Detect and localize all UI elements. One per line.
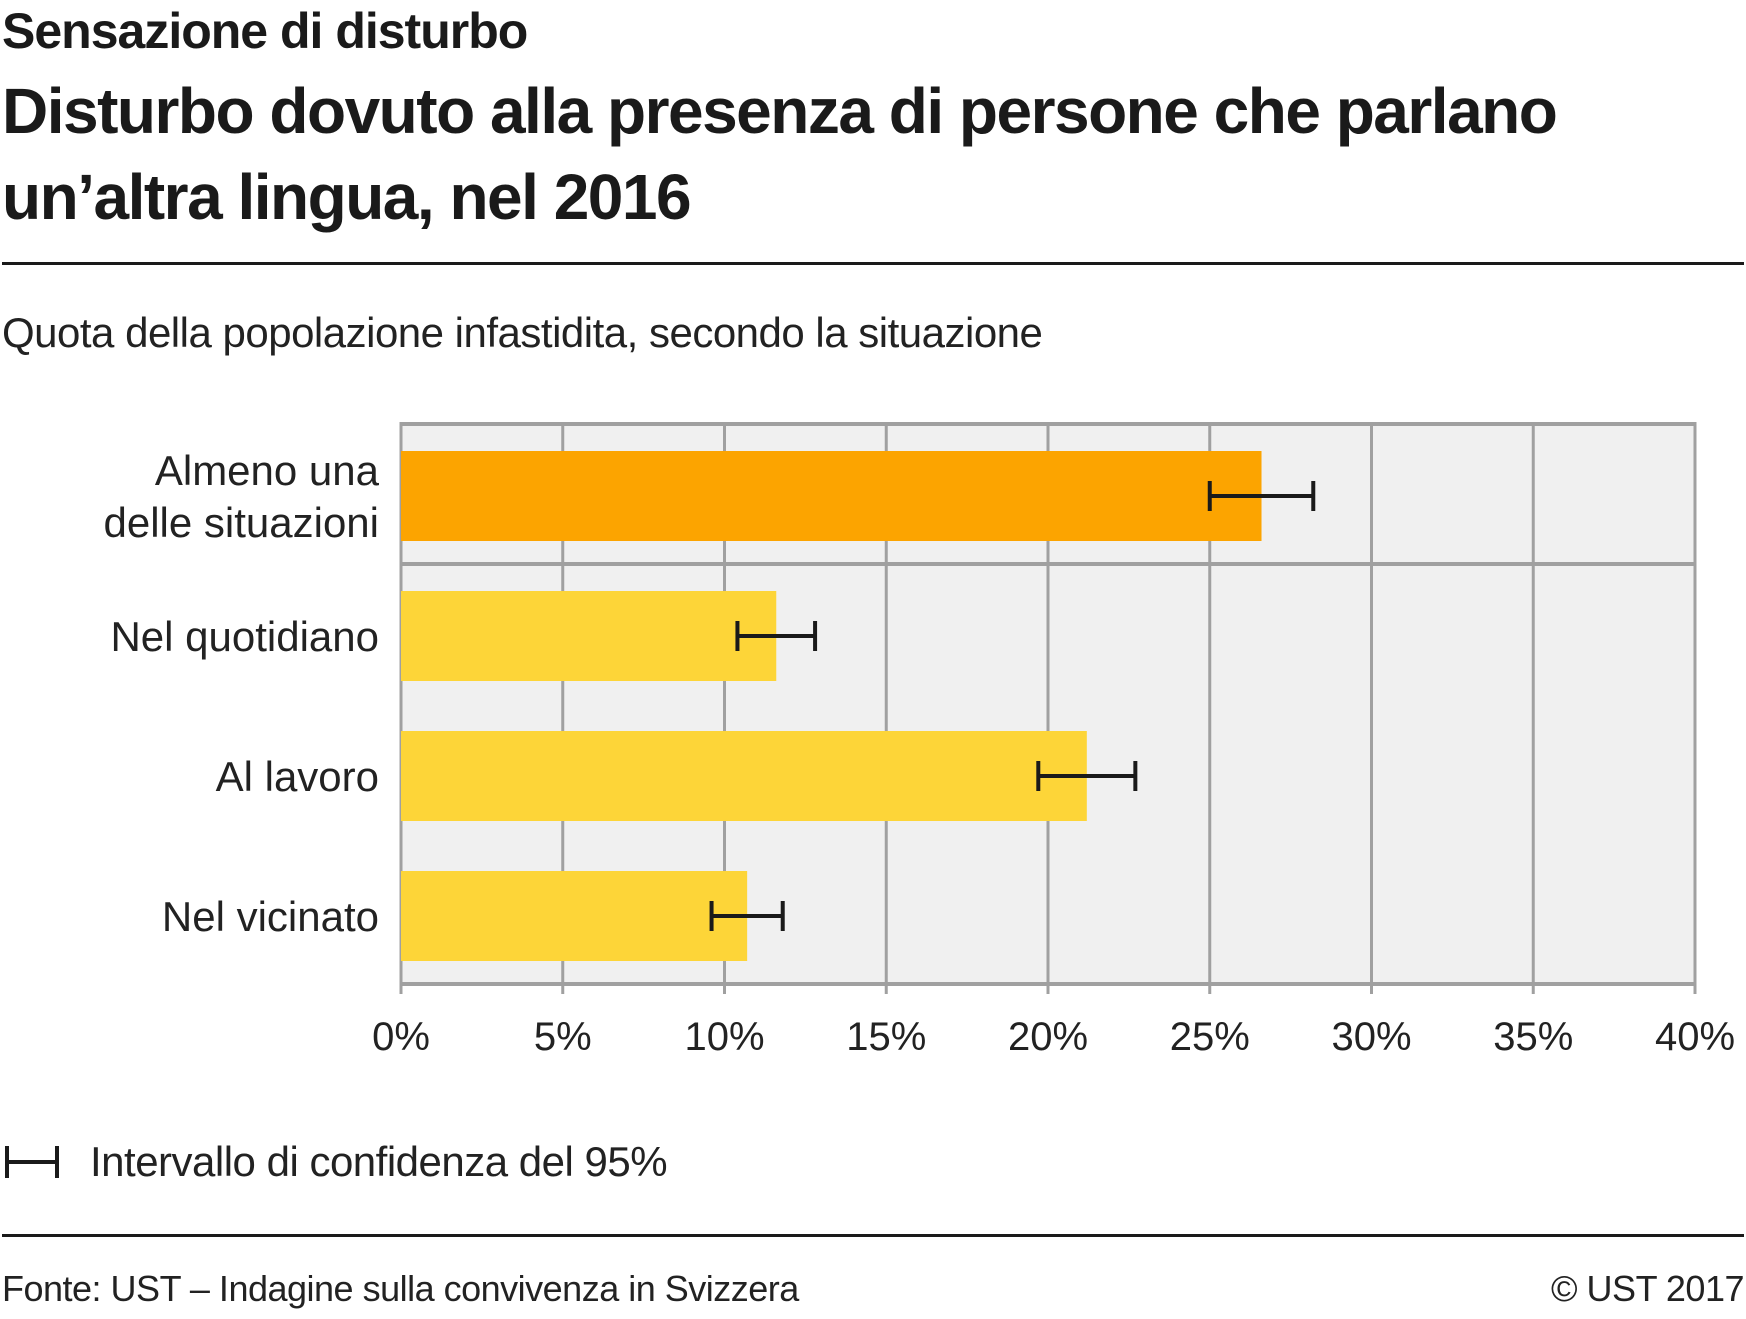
source-note: Fonte: UST – Indagine sulla convivenza i… — [2, 1268, 799, 1309]
x-tick-label: 25% — [1170, 1015, 1250, 1059]
bar — [401, 451, 1262, 541]
bottom-divider — [2, 1234, 1744, 1237]
category-label: Nel vicinato — [162, 893, 379, 940]
copyright-note: © UST 2017 — [1551, 1268, 1744, 1309]
bar — [401, 871, 748, 961]
category-label: Almeno una — [155, 447, 380, 494]
x-tick-label: 20% — [1008, 1015, 1088, 1059]
bar-chart: Almeno una delle situazioni Nel quotidiano… — [103, 422, 1735, 1059]
top-divider — [2, 262, 1744, 265]
x-tick-label: 40% — [1655, 1015, 1735, 1059]
x-tick-label: 15% — [846, 1015, 926, 1059]
bar — [401, 731, 1087, 821]
x-tick-label: 30% — [1331, 1015, 1411, 1059]
chart-kicker: Sensazione di disturbo — [2, 3, 528, 59]
category-label: Nel quotidiano — [110, 613, 379, 660]
x-tick-label: 10% — [684, 1015, 764, 1059]
x-tick-label: 0% — [372, 1015, 430, 1059]
bar — [401, 591, 777, 681]
x-tick-label: 5% — [534, 1015, 592, 1059]
error-bar-icon — [5, 1146, 59, 1178]
legend: Intervallo di confidenza del 95% — [4, 1134, 668, 1190]
category-label: Al lavoro — [216, 753, 379, 800]
category-label: delle situazioni — [103, 499, 379, 546]
x-tick-label: 35% — [1493, 1015, 1573, 1059]
chart-title: Disturbo dovuto alla presenza di persone… — [2, 75, 1558, 233]
legend-label: Intervallo di confidenza del 95% — [90, 1138, 668, 1185]
chart-subtitle: Quota della popolazione infastidita, sec… — [2, 309, 1043, 356]
